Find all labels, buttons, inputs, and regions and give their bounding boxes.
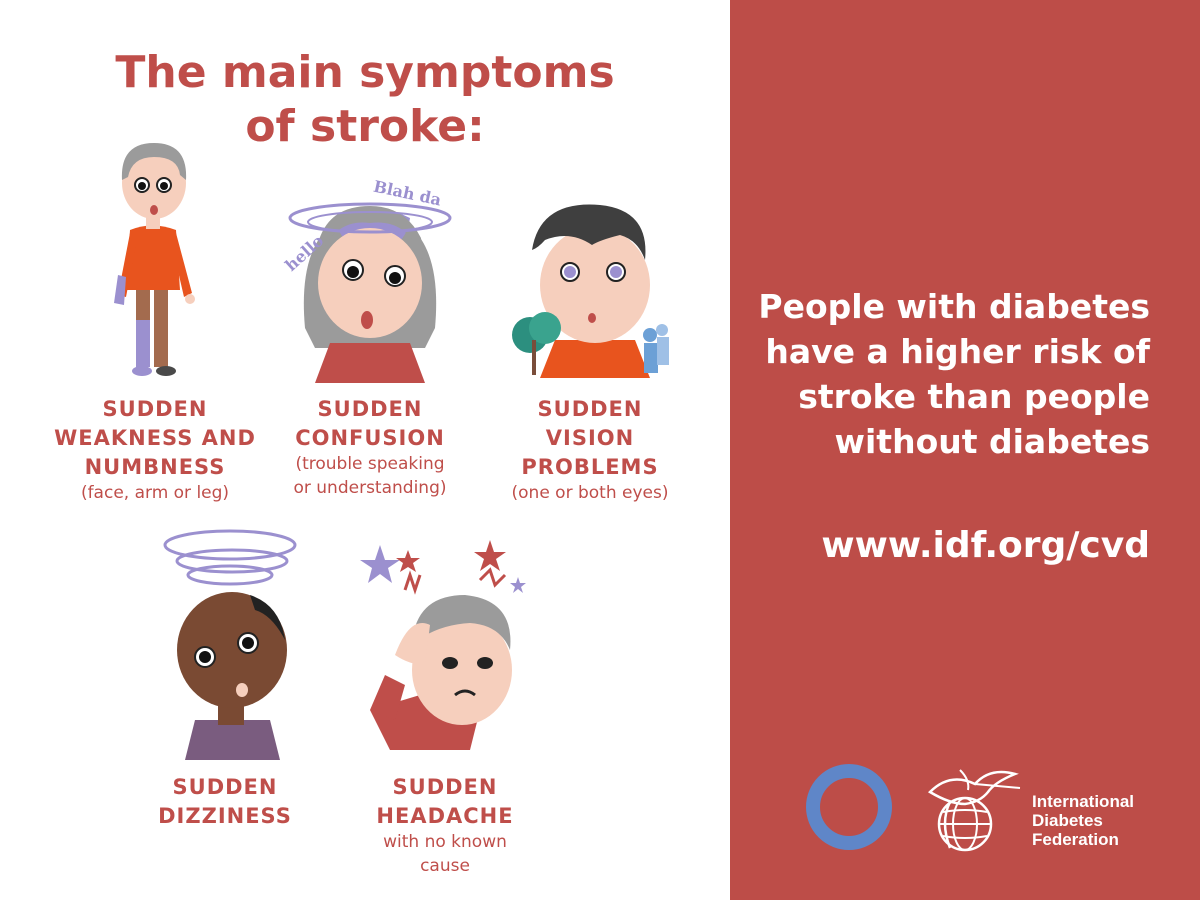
symptom-headache-subtitle-line1: with no known (383, 832, 507, 852)
symptom-confusion-subtitle-line1: (trouble speaking (295, 454, 445, 474)
symptom-dizziness-title: SUDDEN DIZZINESS (125, 773, 325, 831)
symptom-vision-title: SUDDEN VISION PROBLEMS (480, 395, 700, 482)
logo-line2: Diabetes (1032, 811, 1103, 830)
symptom-weakness-subtitle-line1: (face, arm or leg) (80, 483, 230, 503)
idf-hummingbird-globe-logo-icon (927, 769, 1021, 852)
risk-message: People with diabetes have a higher risk … (740, 284, 1150, 464)
headache-figure-illustration (360, 540, 526, 750)
symptom-confusion-title: SUDDEN CONFUSION (260, 395, 480, 453)
symptom-weakness-title-line1: SUDDEN (102, 397, 208, 421)
symptom-headache-title: SUDDEN HEADACHE (345, 773, 545, 831)
page-title-line1: The main symptoms (115, 47, 615, 98)
logo-line3: Federation (1032, 830, 1119, 849)
symptom-confusion-subtitle-line2: or understanding) (293, 478, 447, 498)
symptom-weakness-subtitle: (face, arm or leg) (40, 481, 270, 505)
risk-message-line1: People with diabetes (758, 287, 1150, 326)
symptom-confusion-title-line2: CONFUSION (295, 426, 445, 450)
symptom-weakness-title-line3: NUMBNESS (84, 455, 226, 479)
risk-message-line3: stroke than people (798, 377, 1150, 416)
symptom-weakness-title-line2: WEAKNESS AND (54, 426, 256, 450)
symptom-headache-subtitle-line2: cause (420, 856, 470, 876)
symptom-headache-subtitle: with no known cause (345, 830, 545, 878)
symptom-weakness-title: SUDDEN WEAKNESS AND NUMBNESS (40, 395, 270, 482)
symptom-headache-title-line1: SUDDEN (392, 775, 498, 799)
website-link[interactable]: www.idf.org/cvd (821, 525, 1150, 566)
logo-line1: International (1032, 792, 1135, 811)
confusion-figure-illustration: hello Blah da (281, 178, 452, 383)
symptoms-panel: The main symptoms of stroke: (40, 47, 700, 878)
symptom-vision-subtitle-line1: (one or both eyes) (511, 483, 669, 503)
message-panel (730, 0, 1200, 900)
idf-logo-wordmark: International Diabetes Federation (1032, 792, 1134, 849)
symptom-vision-subtitle: (one or both eyes) (480, 481, 700, 505)
symptom-vision-title-line2: VISION (545, 426, 635, 450)
dizziness-figure-illustration (163, 529, 297, 760)
risk-message-line4: without diabetes (834, 422, 1151, 461)
symptom-confusion-title-line1: SUDDEN (317, 397, 423, 421)
vision-figure-illustration (512, 204, 669, 378)
symptom-confusion-subtitle: (trouble speaking or understanding) (260, 452, 480, 500)
blue-circle-icon (806, 764, 892, 850)
page-title-line2: of stroke: (245, 101, 485, 152)
risk-message-line2: have a higher risk of (765, 332, 1150, 371)
symptom-dizziness-title-line1: SUDDEN (172, 775, 278, 799)
symptom-vision-title-line3: PROBLEMS (521, 455, 659, 479)
symptom-dizziness-title-line2: DIZZINESS (158, 804, 292, 828)
weakness-figure-illustration (114, 143, 195, 376)
symptom-headache-title-line2: HEADACHE (376, 804, 514, 828)
symptom-vision-title-line1: SUDDEN (537, 397, 643, 421)
